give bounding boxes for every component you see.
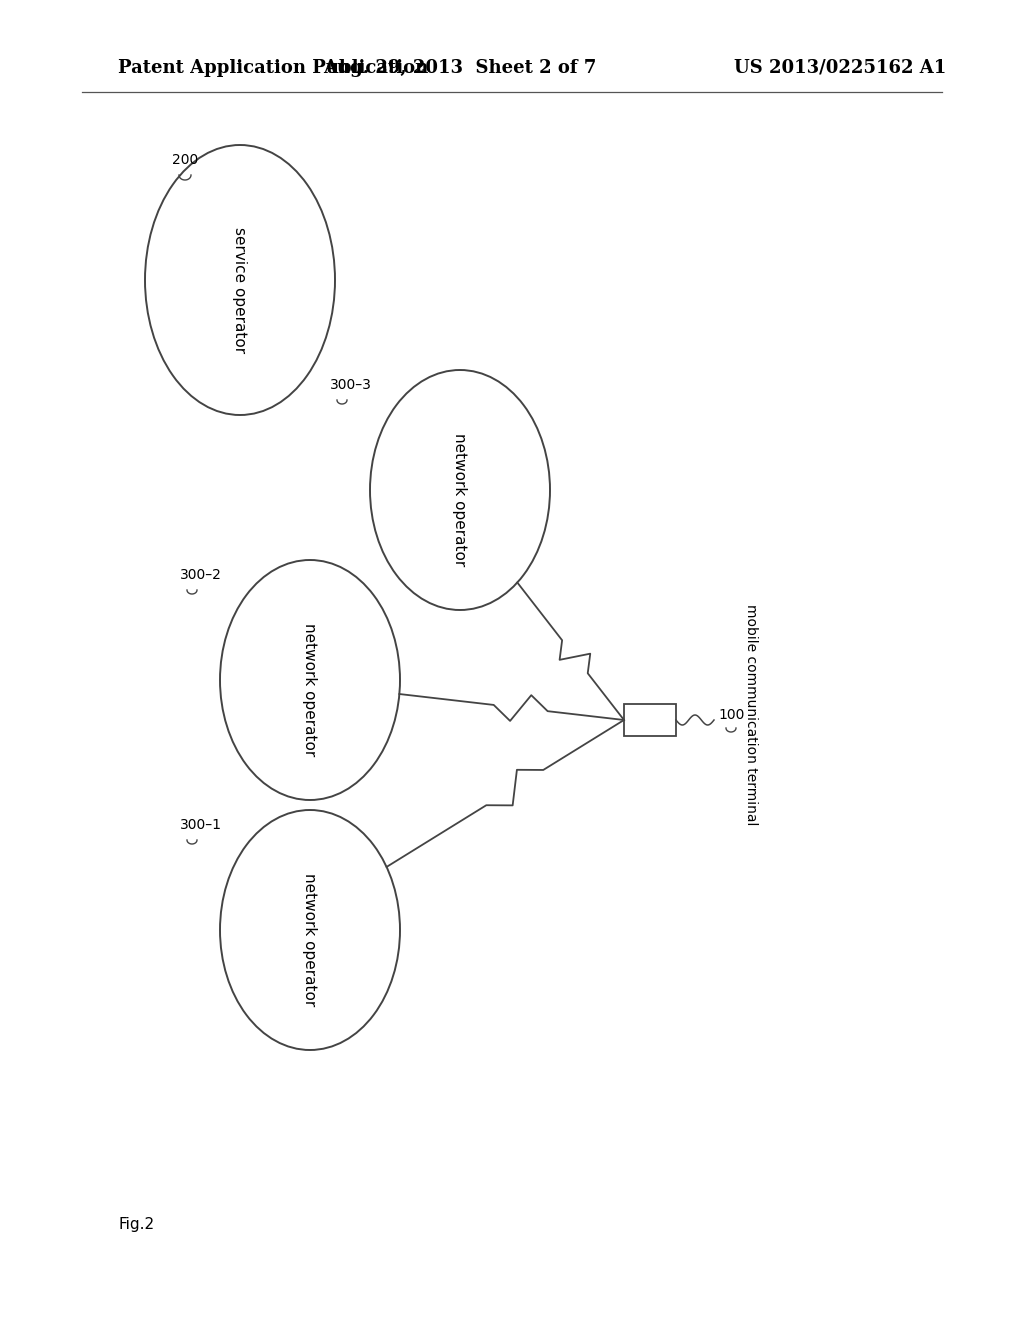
Text: 300–3: 300–3 <box>330 378 372 392</box>
Text: network operator: network operator <box>302 623 317 756</box>
Text: 300–1: 300–1 <box>180 818 222 832</box>
Text: network operator: network operator <box>302 874 317 1007</box>
Text: Fig.2: Fig.2 <box>118 1217 155 1233</box>
Text: service operator: service operator <box>232 227 248 352</box>
Bar <box>624 704 676 737</box>
Text: network operator: network operator <box>453 433 468 566</box>
Text: 300–2: 300–2 <box>180 568 222 582</box>
Text: Aug. 29, 2013  Sheet 2 of 7: Aug. 29, 2013 Sheet 2 of 7 <box>324 59 597 77</box>
Text: 100: 100 <box>718 708 744 722</box>
Text: Patent Application Publication: Patent Application Publication <box>118 59 428 77</box>
Text: US 2013/0225162 A1: US 2013/0225162 A1 <box>734 59 946 77</box>
Text: mobile communication terminal: mobile communication terminal <box>744 605 758 826</box>
Text: 200: 200 <box>172 153 199 168</box>
